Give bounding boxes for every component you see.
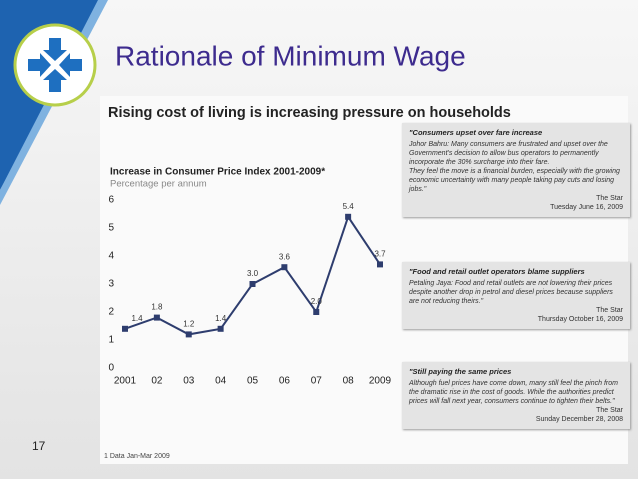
clipping-source: The Star (596, 307, 623, 314)
y-tick-label: 3 (108, 279, 114, 290)
value-label: 2.0 (311, 297, 323, 306)
x-tick-label: 02 (151, 376, 163, 387)
clipping-date: Thursday October 16, 2009 (537, 316, 623, 323)
clipping-text: They feel the move is a financial burden… (409, 168, 620, 193)
value-label: 1.8 (151, 303, 163, 312)
clipping-text: Petaling Jaya: Food and retail outlets a… (409, 280, 613, 305)
y-tick-label: 0 (108, 363, 114, 374)
page-number: 17 (32, 439, 46, 453)
value-label: 3.6 (279, 252, 291, 261)
x-tick-label: 06 (279, 376, 291, 387)
clipping: "Food and retail outlet operators blame … (402, 262, 630, 329)
clipping: "Consumers upset over fare increase Johor… (402, 123, 630, 217)
clipping-source: The Star (596, 407, 623, 414)
y-tick-label: 4 (108, 251, 114, 262)
clipping-text: Johor Bahru: Many consumers are frustrat… (409, 141, 608, 166)
chart-subtitle: Percentage per annum (110, 179, 207, 190)
x-tick-label: 2001 (114, 376, 137, 387)
marker (313, 309, 320, 315)
clipping-text: Although fuel prices have come down, man… (409, 380, 618, 405)
clipping-date: Sunday December 28, 2008 (535, 416, 623, 423)
marker (345, 213, 352, 220)
x-tick-label: 08 (343, 376, 355, 387)
marker (377, 261, 383, 268)
clipping: "Still paying the same prices Although fu… (402, 362, 630, 429)
clipping-headline: "Consumers upset over fare increase (409, 128, 543, 137)
logo (13, 23, 97, 107)
marker (185, 331, 192, 338)
y-tick-label: 5 (108, 223, 114, 234)
x-tick-label: 05 (247, 376, 259, 387)
footnote: 1 Data Jan-Mar 2009 (104, 453, 170, 460)
value-label: 3.7 (374, 250, 386, 259)
value-label: 1.4 (131, 314, 143, 323)
marker (281, 264, 288, 271)
chart-title: Increase in Consumer Price Index 2001-20… (110, 167, 325, 178)
value-label: 1.4 (215, 314, 227, 323)
clipping-headline: "Still paying the same prices (409, 367, 512, 376)
y-tick-label: 1 (108, 335, 114, 346)
clipping-headline: "Food and retail outlet operators blame … (409, 267, 585, 276)
x-tick-label: 2009 (369, 376, 392, 387)
marker (249, 281, 256, 287)
x-tick-label: 03 (183, 376, 195, 387)
logo-arrows (28, 38, 82, 92)
value-label: 3.0 (247, 269, 259, 278)
x-tick-label: 04 (215, 376, 227, 387)
clipping-source: The Star (596, 195, 623, 202)
clipping-date: Tuesday June 16, 2009 (550, 204, 623, 211)
marker (122, 325, 128, 332)
value-label: 5.4 (343, 202, 355, 211)
value-label: 1.2 (183, 320, 195, 329)
marker (153, 314, 160, 321)
slide-title: Rationale of Minimum Wage (115, 40, 466, 71)
marker (217, 325, 224, 332)
panel-heading: Rising cost of living is increasing pres… (108, 105, 511, 121)
y-tick-label: 6 (108, 195, 114, 206)
x-tick-label: 07 (311, 376, 323, 387)
y-tick-label: 2 (108, 307, 114, 318)
